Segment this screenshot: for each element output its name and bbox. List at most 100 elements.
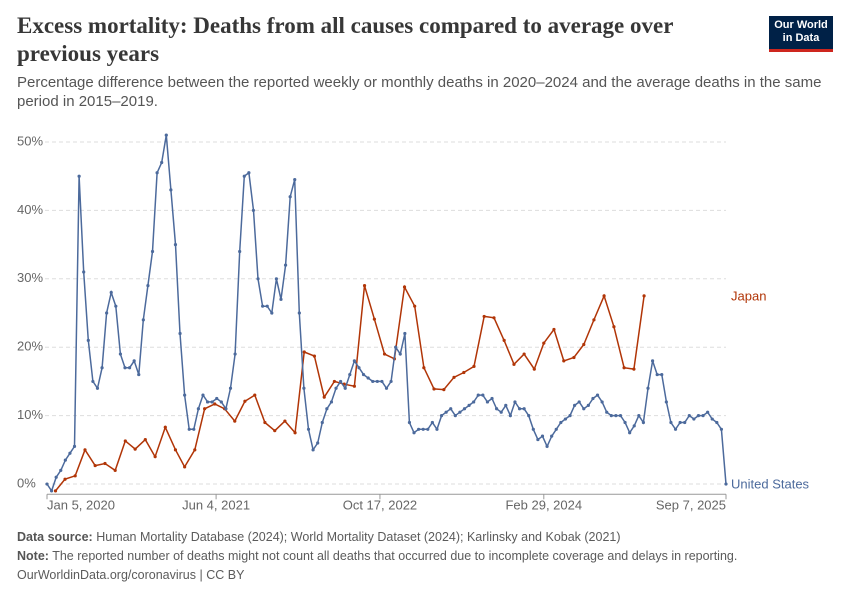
data-point [563,417,568,421]
data-point [472,364,476,368]
data-point [673,427,678,431]
data-point [256,277,260,281]
data-point [270,311,274,315]
data-point [213,402,217,406]
data-point [710,417,714,421]
data-point [572,355,576,360]
data-point [293,178,297,182]
data-point [361,372,366,377]
data-point [439,414,444,418]
data-point [329,400,334,404]
credit[interactable]: OurWorldinData.org/coronavirus | CC BY [17,568,245,582]
data-point [283,419,287,423]
data-point [265,304,269,308]
data-point [646,386,650,390]
data-point [568,414,572,418]
data-point [352,359,356,363]
data-point [398,352,402,356]
data-point [430,420,434,425]
data-point [228,386,233,390]
data-point [143,437,147,442]
data-point [343,386,347,390]
data-point [205,400,210,404]
data-point [82,270,86,274]
data-point [403,331,407,336]
data-point [357,366,361,370]
data-point [559,420,563,425]
data-point [407,420,412,425]
logo-text[interactable]: Our World [774,19,828,31]
data-point [660,372,664,377]
data-point [612,325,616,329]
data-point [586,403,590,407]
data-point [554,427,558,431]
data-point [132,359,136,363]
data-point [86,338,90,342]
data-point [372,317,376,321]
data-point [540,434,545,438]
data-point [146,284,150,288]
data-point [678,420,682,425]
data-point [499,410,503,414]
note-line: Note: The reported number of deaths migh… [17,547,737,566]
data-point [105,311,109,315]
data-point [183,393,187,397]
data-point [628,431,632,435]
logo-text[interactable]: in Data [782,32,820,44]
data-point [462,370,466,375]
data-point [550,434,554,438]
data-point [325,407,329,411]
data-point [444,410,448,414]
data-point [77,174,81,178]
data-point [452,375,456,379]
data-point [637,414,641,418]
data-point [45,482,49,486]
data-point [334,386,338,390]
data-point [288,195,292,199]
data-point [692,417,696,421]
data-point [426,427,430,431]
data-point [632,367,636,371]
data-point [201,393,205,397]
data-point [552,327,556,332]
note-text: The reported number of deaths might not … [52,549,738,563]
data-point [114,304,118,308]
y-tick-label: 20% [17,339,43,354]
data-point [173,448,178,452]
data-point [63,477,67,481]
data-point [655,372,659,377]
data-point [233,352,237,356]
data-point [297,311,301,315]
data-point [169,188,173,192]
data-point [522,407,526,411]
data-point [348,372,352,377]
data-point [320,420,324,425]
data-point [623,420,627,425]
data-point [600,400,604,404]
data-point [602,294,606,298]
data-point [352,384,356,388]
data-point [482,314,486,319]
data-point [339,379,343,384]
data-point [592,318,596,322]
data-point [123,439,127,443]
data-point [118,352,123,356]
x-tick-label: Jan 5, 2020 [47,498,115,513]
data-point [453,414,457,418]
data-point [458,410,462,414]
logo[interactable]: Our World in Data [769,16,833,52]
data-point [196,407,200,411]
data-point [263,420,267,425]
y-tick-label: 10% [17,407,43,422]
data-point [312,354,317,358]
data-point [502,338,506,342]
data-point [389,379,393,384]
x-tick-label: Oct 17, 2022 [343,498,417,513]
data-point [442,388,446,392]
data-point [591,396,595,401]
data-point [462,407,467,411]
data-point [683,420,687,425]
data-point [542,341,546,345]
data-point [664,400,668,404]
